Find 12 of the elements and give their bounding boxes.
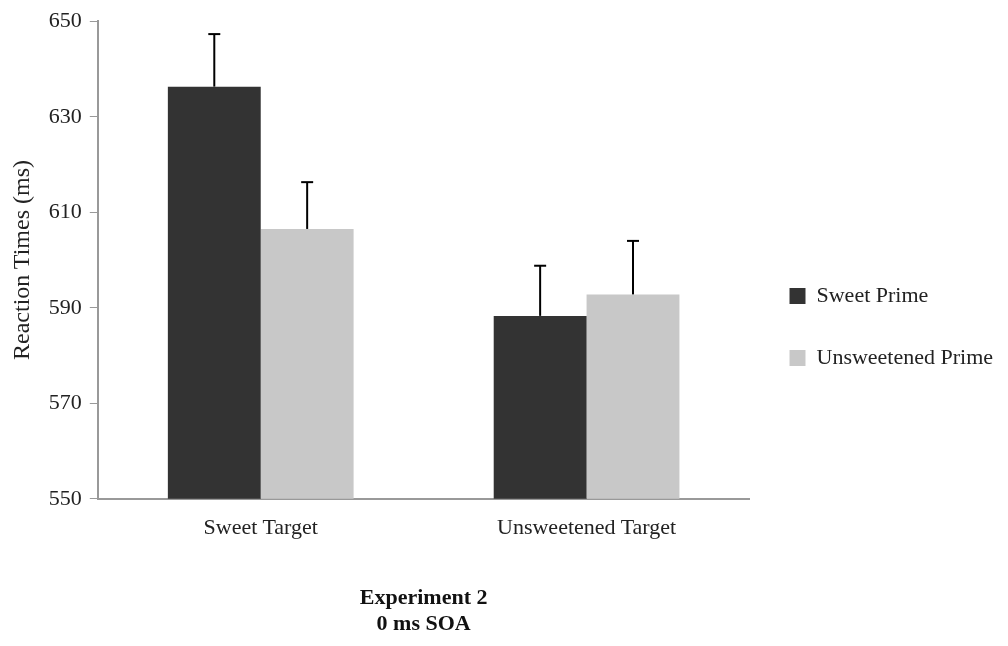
- x-tick-label: Unsweetened Target: [497, 513, 677, 539]
- x-tick-label: Sweet Target: [203, 513, 318, 539]
- y-tick-label: 570: [48, 389, 82, 415]
- y-tick-label: 630: [48, 102, 82, 128]
- y-tick-label: 610: [48, 198, 82, 224]
- legend-label: Unsweetened Prime: [816, 343, 994, 369]
- y-tick-label: 590: [48, 293, 82, 319]
- legend-label: Sweet Prime: [816, 281, 929, 307]
- x-axis-title: Experiment 2 0 ms SOA: [359, 584, 488, 636]
- y-tick-label: 650: [48, 6, 82, 32]
- y-tick-label: 550: [48, 484, 82, 510]
- y-axis-title: Reaction Times (ms): [7, 159, 34, 361]
